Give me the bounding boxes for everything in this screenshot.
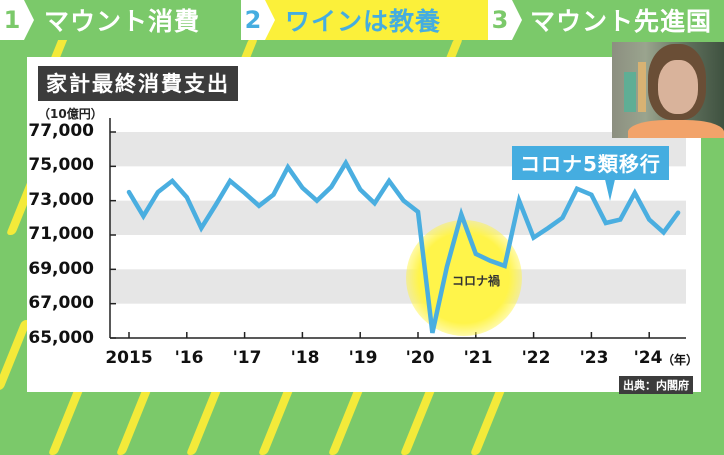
topic-3: 3 マウント先進国 bbox=[488, 0, 724, 40]
presenter-video-inset bbox=[612, 42, 724, 138]
line-layer bbox=[126, 158, 681, 334]
y-axis-unit: （10億円） bbox=[38, 107, 103, 121]
x-tick-label: '20 bbox=[405, 348, 435, 368]
x-tick-label: '21 bbox=[463, 348, 493, 368]
x-tick-label: '18 bbox=[290, 348, 320, 368]
y-tick-label: 77,000 bbox=[28, 121, 94, 141]
x-axis-unit: （年） bbox=[662, 353, 699, 367]
data-line bbox=[126, 158, 681, 334]
topic-number: 3 bbox=[488, 0, 522, 40]
x-tick-label: '19 bbox=[348, 348, 378, 368]
video-bg-block bbox=[638, 62, 646, 112]
video-bg-block bbox=[624, 72, 636, 112]
category5-annotation: コロナ5類移行 bbox=[512, 146, 669, 180]
axes bbox=[109, 118, 686, 339]
x-tick-label: '17 bbox=[232, 348, 262, 368]
topic-number: 1 bbox=[0, 0, 34, 40]
topic-1: 1 マウント消費 bbox=[0, 0, 241, 40]
x-tick-label: 2015 bbox=[105, 348, 153, 368]
grid-bands bbox=[110, 132, 686, 304]
chart-title: 家計最終消費支出 bbox=[38, 66, 238, 101]
y-tick-label: 67,000 bbox=[28, 293, 94, 313]
x-tick-label: '24 bbox=[633, 348, 663, 368]
y-tick-label: 73,000 bbox=[28, 190, 94, 210]
y-tick-label: 75,000 bbox=[28, 155, 94, 175]
topic-label: マウント消費 bbox=[44, 7, 201, 36]
plot-area bbox=[109, 118, 686, 339]
topic-label: ワインは教養 bbox=[285, 7, 442, 36]
presenter-face bbox=[658, 60, 698, 114]
topic-2: 2 ワインは教養 bbox=[241, 0, 488, 40]
source-credit: 出典：内閣府 bbox=[619, 376, 693, 394]
topic-number: 2 bbox=[241, 0, 275, 40]
y-tick-label: 71,000 bbox=[28, 224, 94, 244]
y-tick-label: 65,000 bbox=[28, 328, 94, 348]
y-tick-label: 69,000 bbox=[28, 259, 94, 279]
covid-annotation: コロナ禍 bbox=[452, 274, 501, 288]
callout-pointer bbox=[604, 175, 616, 201]
x-tick-label: '16 bbox=[174, 348, 204, 368]
topic-bar: 1 マウント消費 2 ワインは教養 3 マウント先進国 bbox=[0, 0, 724, 40]
x-tick-label: '22 bbox=[521, 348, 551, 368]
presenter-sweater bbox=[628, 120, 724, 138]
x-tick-label: '23 bbox=[579, 348, 609, 368]
topic-label: マウント先進国 bbox=[530, 7, 713, 36]
